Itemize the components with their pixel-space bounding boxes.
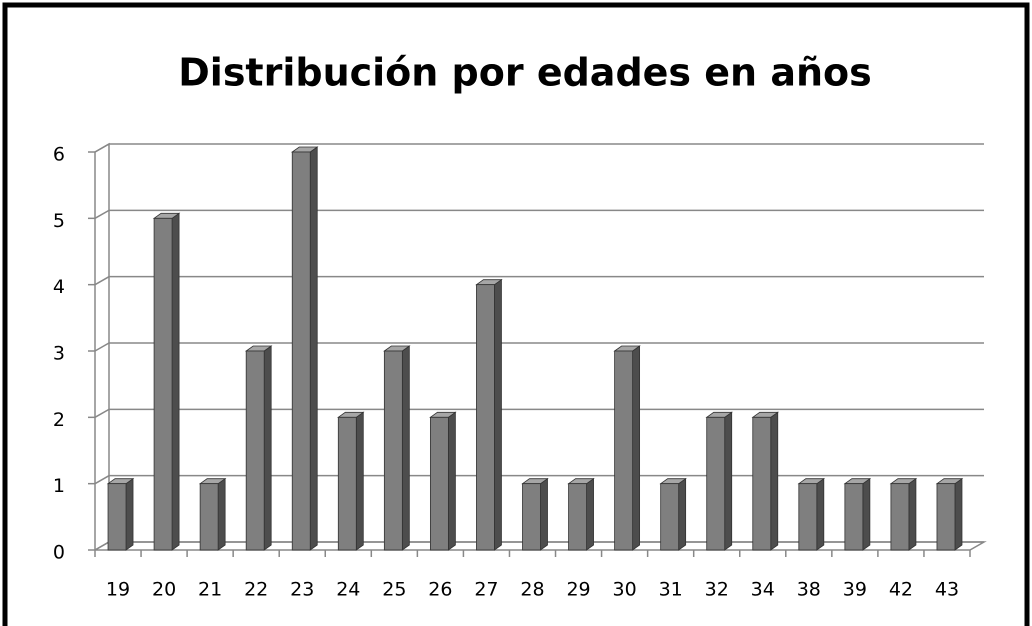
x-tick-label: 21 — [198, 579, 222, 601]
bar — [935, 477, 964, 551]
bar — [705, 411, 733, 551]
bar-front — [476, 284, 495, 551]
y-tick-label: 5 — [53, 210, 65, 232]
bar — [152, 212, 181, 551]
x-tick-label: 34 — [751, 579, 775, 601]
bar-front — [337, 416, 357, 551]
bar-side — [309, 146, 318, 551]
bar-front — [706, 416, 726, 551]
bar-front — [153, 217, 173, 551]
bar-side — [678, 477, 687, 551]
grid-line — [94, 342, 984, 352]
bar-side — [447, 411, 456, 551]
x-tick-label: 20 — [152, 579, 176, 601]
x-tick-label: 24 — [336, 579, 360, 601]
x-tick-label: 22 — [244, 579, 268, 601]
bar-front — [752, 416, 772, 551]
bar-front — [522, 483, 541, 551]
x-tick-label: 28 — [520, 579, 544, 601]
x-tick-label: 30 — [613, 579, 637, 601]
bar — [429, 411, 457, 551]
bar-side — [954, 477, 963, 551]
bar-front — [383, 350, 403, 551]
bar-side — [355, 411, 364, 551]
bar-front — [568, 483, 587, 551]
bar — [797, 477, 826, 551]
bar — [613, 345, 641, 551]
x-tick-label: 23 — [290, 579, 314, 601]
grid-line — [94, 209, 984, 219]
bar-front — [199, 483, 219, 551]
chart-title: Distribución por edades en años — [178, 51, 872, 95]
y-tick-label: 4 — [53, 276, 65, 298]
bar-side — [125, 477, 134, 551]
y-tick-label: 1 — [53, 475, 65, 497]
bar-side — [217, 477, 226, 551]
bar-side — [816, 477, 825, 551]
x-tick-label: 31 — [659, 579, 683, 601]
x-tick-label: 29 — [566, 579, 590, 601]
y-tick-label: 0 — [53, 542, 65, 564]
bar — [383, 345, 411, 551]
bar — [751, 411, 780, 551]
bar — [337, 411, 365, 551]
bar-side — [862, 477, 871, 551]
bar-side — [171, 212, 180, 551]
bar — [198, 477, 227, 551]
bar-side — [770, 411, 779, 551]
bar-side — [632, 345, 641, 551]
bar — [475, 278, 503, 551]
bar-side — [263, 345, 272, 551]
bar-front — [107, 483, 127, 551]
bar-side — [908, 477, 917, 551]
bar-front — [936, 483, 956, 551]
y-tick-label: 6 — [53, 144, 65, 166]
grid-line — [94, 408, 984, 418]
x-tick-label: 43 — [935, 579, 959, 601]
x-tick-label: 27 — [474, 579, 498, 601]
x-tick-label: 32 — [705, 579, 729, 601]
bar — [659, 477, 687, 551]
grid-line — [94, 474, 984, 485]
x-tick-label: 38 — [797, 579, 821, 601]
bar — [567, 477, 595, 551]
bar — [843, 477, 872, 551]
x-tick-label: 39 — [843, 579, 867, 601]
bar-side — [586, 477, 594, 551]
bar-front — [245, 350, 265, 551]
bar — [244, 345, 273, 551]
x-tick-label: 19 — [106, 579, 130, 601]
bar — [889, 477, 918, 551]
bar — [290, 146, 319, 551]
bar-side — [494, 278, 502, 551]
bar-front — [660, 483, 680, 551]
bar-front — [844, 483, 864, 551]
x-tick-label: 26 — [428, 579, 452, 601]
bar-front — [798, 483, 818, 551]
grid-line — [94, 143, 984, 153]
bar-front — [429, 416, 449, 551]
bar-front — [890, 483, 910, 551]
bar-side — [540, 477, 548, 551]
bar-side — [724, 411, 733, 551]
y-tick-label: 3 — [53, 343, 65, 365]
grid-line — [94, 275, 984, 286]
bar — [521, 477, 549, 551]
bar-front — [291, 151, 311, 551]
x-tick-label: 42 — [889, 579, 913, 601]
bar-side — [401, 345, 410, 551]
bar — [106, 477, 135, 551]
x-tick-label: 25 — [382, 579, 406, 601]
bar-front — [614, 350, 634, 551]
y-tick-label: 2 — [53, 409, 65, 431]
